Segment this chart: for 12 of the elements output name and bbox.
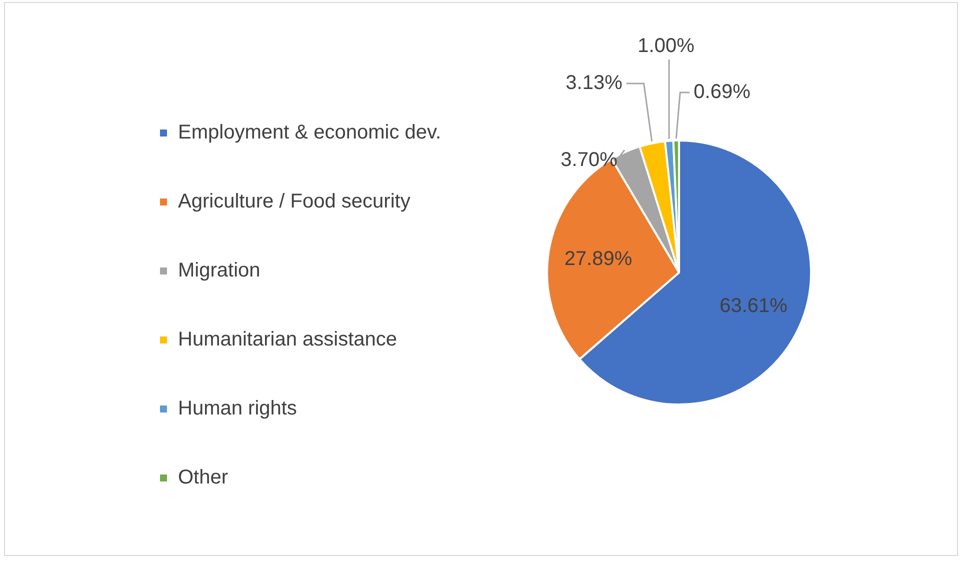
legend-label: Other bbox=[178, 466, 228, 489]
data-label: 27.89% bbox=[564, 248, 632, 270]
legend-label: Human rights bbox=[178, 398, 297, 420]
data-label: 3.70% bbox=[560, 149, 618, 172]
legend-label: Migration bbox=[178, 260, 260, 282]
data-label: 0.69% bbox=[694, 81, 751, 104]
data-label: 63.61% bbox=[720, 294, 788, 317]
data-label: 3.13% bbox=[566, 72, 623, 94]
legend-label: Agriculture / Food security bbox=[178, 190, 410, 213]
legend-label: Employment & economic dev. bbox=[178, 122, 442, 144]
data-label: 1.00% bbox=[638, 35, 695, 58]
legend-label: Humanitarian assistance bbox=[178, 328, 397, 351]
